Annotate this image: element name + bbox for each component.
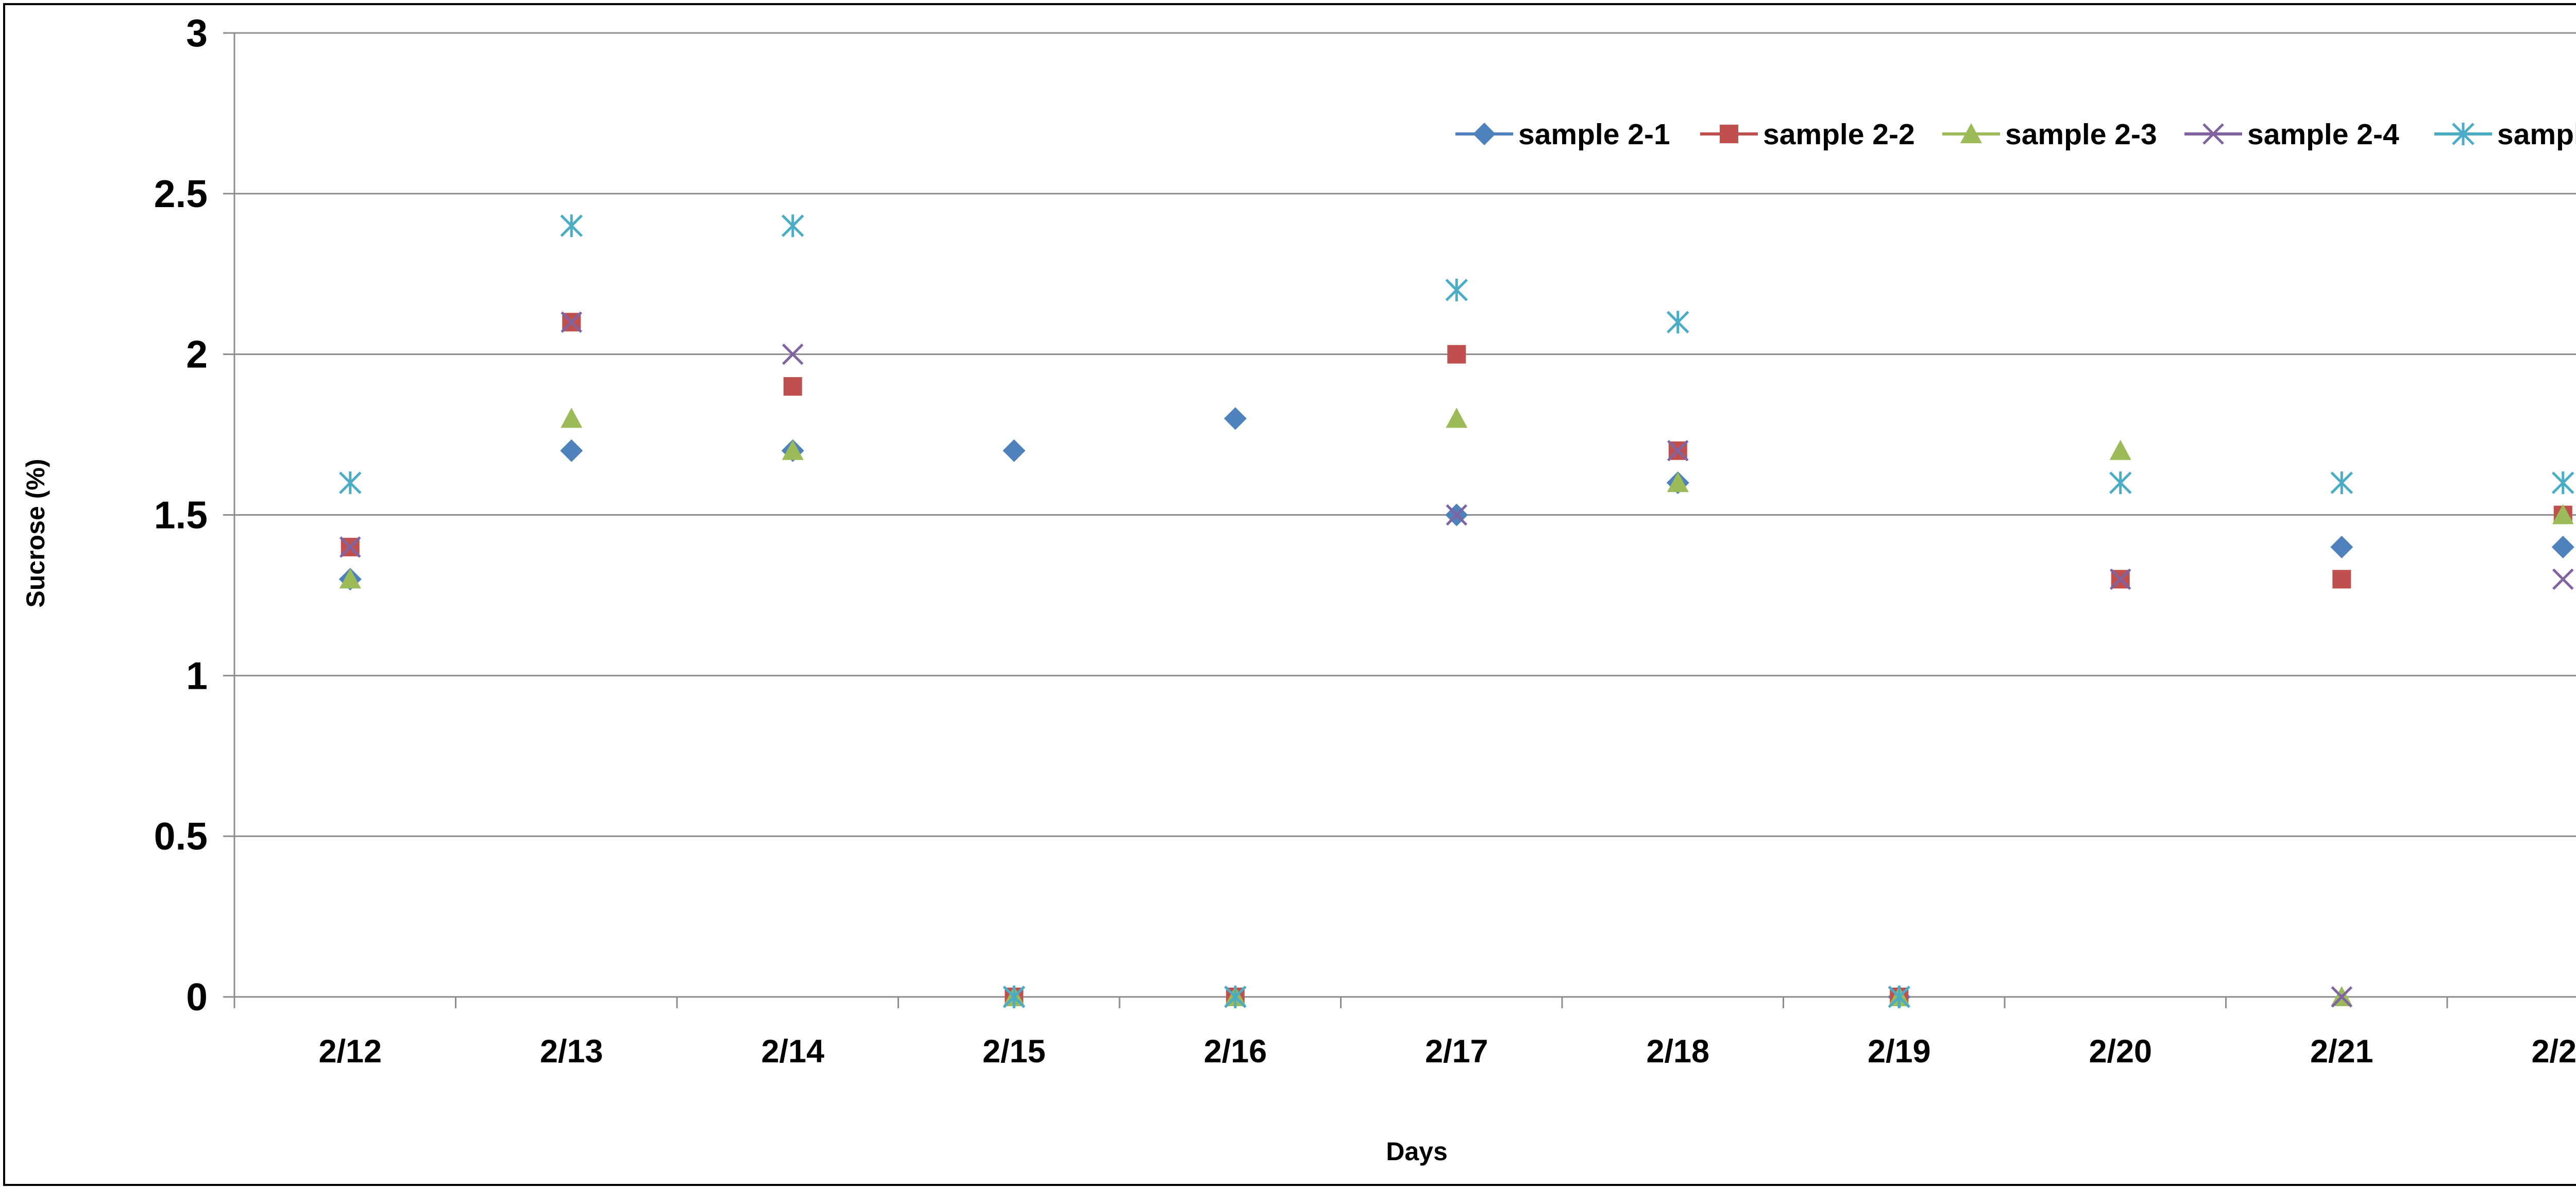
x-tick-label: 2/22	[2531, 1033, 2576, 1070]
legend-item: sample 2-5	[2434, 118, 2576, 151]
legend-item: sample 2-3	[1942, 118, 2157, 151]
y-tick-label: 0	[186, 975, 208, 1019]
data-point-sample-2-1	[560, 439, 583, 462]
data-point-sample-2-5	[338, 471, 362, 495]
data-point-sample-2-3	[782, 439, 804, 460]
data-point-sample-2-5	[2109, 471, 2132, 495]
y-axis-label: Sucrose (%)	[21, 459, 50, 608]
data-point-sample-2-3	[1446, 408, 1468, 428]
legend-item: sample 2-2	[1700, 118, 1915, 151]
data-point-sample-2-4	[1446, 504, 1468, 526]
data-point-sample-2-4	[561, 311, 583, 333]
data-point-sample-2-5	[1003, 986, 1026, 1008]
data-point-sample-2-5	[560, 214, 583, 238]
x-tick-label: 2/19	[1868, 1033, 1931, 1070]
data-point-sample-2-5	[1666, 311, 1689, 334]
data-point-sample-2-4	[339, 536, 361, 558]
legend-marker	[2202, 123, 2224, 145]
gridlines	[234, 32, 2576, 837]
x-tick-label: 2/16	[1204, 1033, 1267, 1070]
data-point-sample-2-2	[2332, 570, 2351, 589]
x-tick-label: 2/21	[2310, 1033, 2374, 1070]
data-point-sample-2-4	[2552, 568, 2574, 590]
x-tick-label: 2/17	[1425, 1033, 1488, 1070]
legend-marker	[2452, 123, 2475, 145]
axes	[223, 32, 2576, 1008]
data-point-sample-2-3	[561, 408, 583, 428]
y-tick-label: 3	[186, 11, 208, 55]
data-point-sample-2-4	[1667, 439, 1689, 462]
x-tick-label: 2/20	[2089, 1033, 2152, 1070]
data-point-sample-2-4	[782, 343, 804, 365]
x-tick-label: 2/13	[540, 1033, 603, 1070]
x-tick-label: 2/14	[761, 1033, 824, 1070]
data-point-sample-2-3	[2109, 439, 2131, 460]
data-point-sample-2-5	[781, 214, 804, 238]
data-point-sample-2-5	[2330, 471, 2353, 495]
legend-label: sample 2-3	[2005, 118, 2157, 151]
legend: sample 2-1 sample 2-2 sample 2-3 sample 2-4…	[1455, 118, 2576, 151]
y-tick-label: 2.5	[154, 172, 208, 215]
chart-frame	[3, 3, 2576, 1186]
data-point-sample-2-4	[2109, 568, 2131, 590]
legend-marker	[1473, 123, 1496, 145]
data-points	[338, 214, 2574, 1008]
y-axis-ticks: 0 0.5 1 1.5 2 2.5 3	[154, 11, 208, 1019]
legend-marker	[1720, 125, 1738, 143]
data-point-sample-2-1	[2330, 535, 2353, 558]
legend-item: sample 2-1	[1455, 118, 1670, 151]
data-point-sample-2-2	[783, 377, 802, 396]
data-point-sample-2-5	[2551, 471, 2574, 495]
data-point-sample-2-1	[1224, 407, 1247, 430]
legend-label: sample 2-5	[2497, 118, 2576, 151]
data-point-sample-2-4	[2331, 986, 2353, 1008]
data-point-sample-2-1	[1003, 439, 1026, 462]
data-point-sample-2-3	[339, 568, 361, 589]
data-point-sample-2-3	[1667, 472, 1689, 493]
data-point-sample-2-1	[2551, 535, 2574, 558]
data-point-sample-2-3	[2552, 504, 2574, 524]
x-tick-label: 2/12	[318, 1033, 382, 1070]
legend-label: sample 2-2	[1763, 118, 1915, 151]
y-tick-label: 1	[186, 654, 208, 697]
data-point-sample-2-2	[1447, 345, 1466, 364]
legend-label: sample 2-1	[1518, 118, 1670, 151]
data-point-sample-2-5	[1445, 278, 1468, 301]
x-axis-ticks: 2/12 2/13 2/14 2/15 2/16 2/17 2/18 2/19 2/20 2/21…	[318, 1033, 2576, 1070]
data-point-sample-2-5	[1224, 986, 1247, 1008]
y-tick-label: 2	[186, 333, 208, 376]
legend-label: sample 2-4	[2247, 118, 2399, 151]
x-axis-label: Days	[1386, 1137, 1448, 1166]
y-tick-label: 0.5	[154, 815, 208, 858]
x-tick-label: 2/15	[982, 1033, 1046, 1070]
y-tick-label: 1.5	[154, 494, 208, 537]
data-point-sample-2-5	[1888, 986, 1911, 1008]
legend-item: sample 2-4	[2184, 118, 2399, 151]
legend-marker	[1960, 123, 1982, 143]
x-tick-label: 2/18	[1646, 1033, 1709, 1070]
